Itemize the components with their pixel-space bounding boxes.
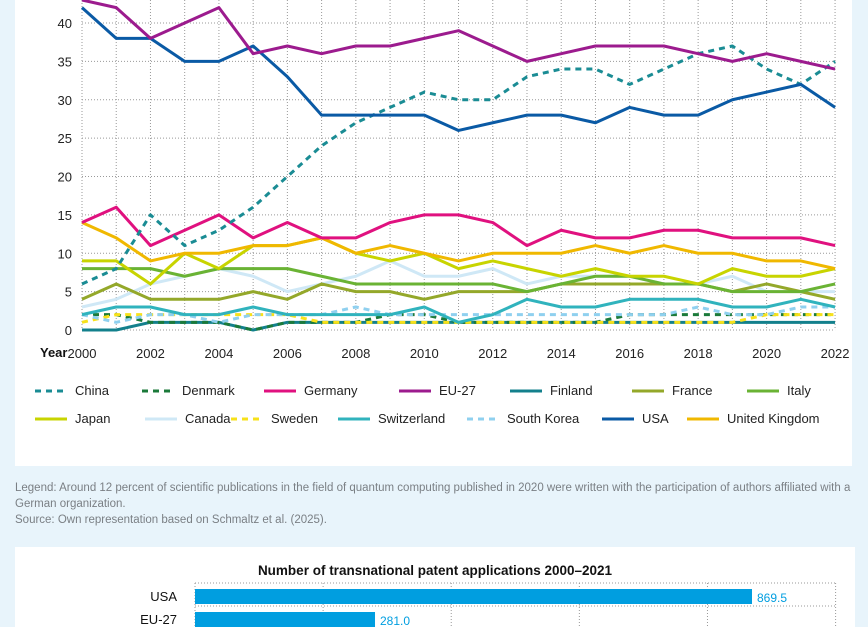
x-tick-label: 2020 [752,346,781,361]
legend-swatch [35,417,67,420]
legend-label: France [672,383,713,398]
y-tick-label: 30 [58,93,72,108]
y-tick-label: 40 [58,16,72,31]
x-tick-label: 2002 [136,346,165,361]
bar-value-label: 281.0 [380,614,410,627]
legend-label: EU-27 [439,383,476,398]
series-line-japan [82,236,836,286]
x-tick-label: 2006 [273,346,302,361]
x-tick-label: 2008 [341,346,370,361]
legend-swatch [231,417,263,420]
series-line-switzerland [81,297,836,324]
legend-item: China [33,383,109,398]
legend-swatch [338,417,370,420]
x-tick-label: 2018 [684,346,713,361]
y-tick-label: 15 [58,208,72,223]
x-tick-label: 2000 [68,346,97,361]
x-tick-label: 2012 [478,346,507,361]
bar-category-label: USA [150,589,177,604]
legend-text: Legend: Around 12 percent of scientific … [15,482,851,510]
series-line-denmark [82,313,836,332]
legend-swatch [35,389,67,392]
legend-swatch [510,389,542,392]
bar-chart-panel: Number of transnational patent applicati… [15,547,855,627]
line-chart: 0 5 10 15 20 25 30 35 40 2000 2002 2004 2006 2008 2010… [40,0,850,361]
x-tick-label: 2016 [615,346,644,361]
bar-usa [195,589,752,604]
legend-swatch [145,417,177,420]
legend-label: Denmark [182,383,235,398]
series-line-eu-27 [81,0,836,71]
legend-item: United Kingdom [685,411,820,426]
series-line-italy [82,267,836,294]
chart-note: Legend: Around 12 percent of scientific … [15,480,855,528]
legend-swatch [747,389,779,392]
bar-chart-title: Number of transnational patent applicati… [257,563,613,578]
y-tick-label: 10 [58,246,72,261]
bar-category-label: EU-27 [140,612,177,627]
x-axis-label: Year [40,345,67,360]
legend-label: China [75,383,109,398]
legend-item: Switzerland [336,411,445,426]
legend-label: USA [642,411,669,426]
x-tick-label: 2010 [410,346,439,361]
legend-label: Canada [185,411,231,426]
y-tick-label: 35 [58,54,72,69]
y-tick-label: 5 [65,285,72,300]
legend-item: USA [600,411,669,426]
bar-value-label: 869.5 [757,591,787,605]
legend-label: Finland [550,383,593,398]
series-line-germany [81,205,836,248]
legend-swatch [142,389,174,392]
legend-item: EU-27 [397,383,476,398]
legend-swatch [399,389,431,392]
series-line-france [81,282,836,301]
series-line-china [81,44,836,286]
x-tick-label: 2022 [821,346,850,361]
y-tick-label: 25 [58,131,72,146]
legend-label: Sweden [271,411,318,426]
legend-swatch [602,417,634,420]
legend-swatch [632,389,664,392]
legend-label: Italy [787,383,811,398]
legend-item: Finland [508,383,593,398]
x-tick-label: 2004 [204,346,233,361]
series-line-united-kingdom [81,221,836,271]
legend-item: France [630,383,712,398]
y-tick-label: 20 [58,170,72,185]
legend-label: Japan [75,411,111,426]
legend-item: Japan [33,411,110,426]
bar-chart: USA 869.5 EU-27 281.0 [140,582,837,627]
legend-item: South Korea [465,411,579,426]
legend-label: South Korea [507,411,580,426]
y-tick-label: 0 [65,323,72,338]
legend-item: Canada [143,411,231,426]
line-chart-panel: 0 5 10 15 20 25 30 35 40 2000 2002 2004 2006 2008 2010… [15,0,852,466]
x-tick-label: 2014 [547,346,576,361]
legend-label: Germany [304,383,358,398]
legend-item: Germany [262,383,357,398]
legend-label: United Kingdom [727,411,820,426]
legend-swatch [687,417,719,420]
source-text: Source: Own representation based on Schm… [15,514,327,526]
legend-item: Denmark [140,383,235,398]
legend-item: Sweden [229,411,318,426]
series-line-usa [80,6,836,132]
legend-swatch [264,389,296,392]
bar-eu-27 [195,612,376,627]
legend-item: Italy [745,383,811,398]
legend-label: Switzerland [378,411,446,426]
legend-swatch [467,417,499,420]
